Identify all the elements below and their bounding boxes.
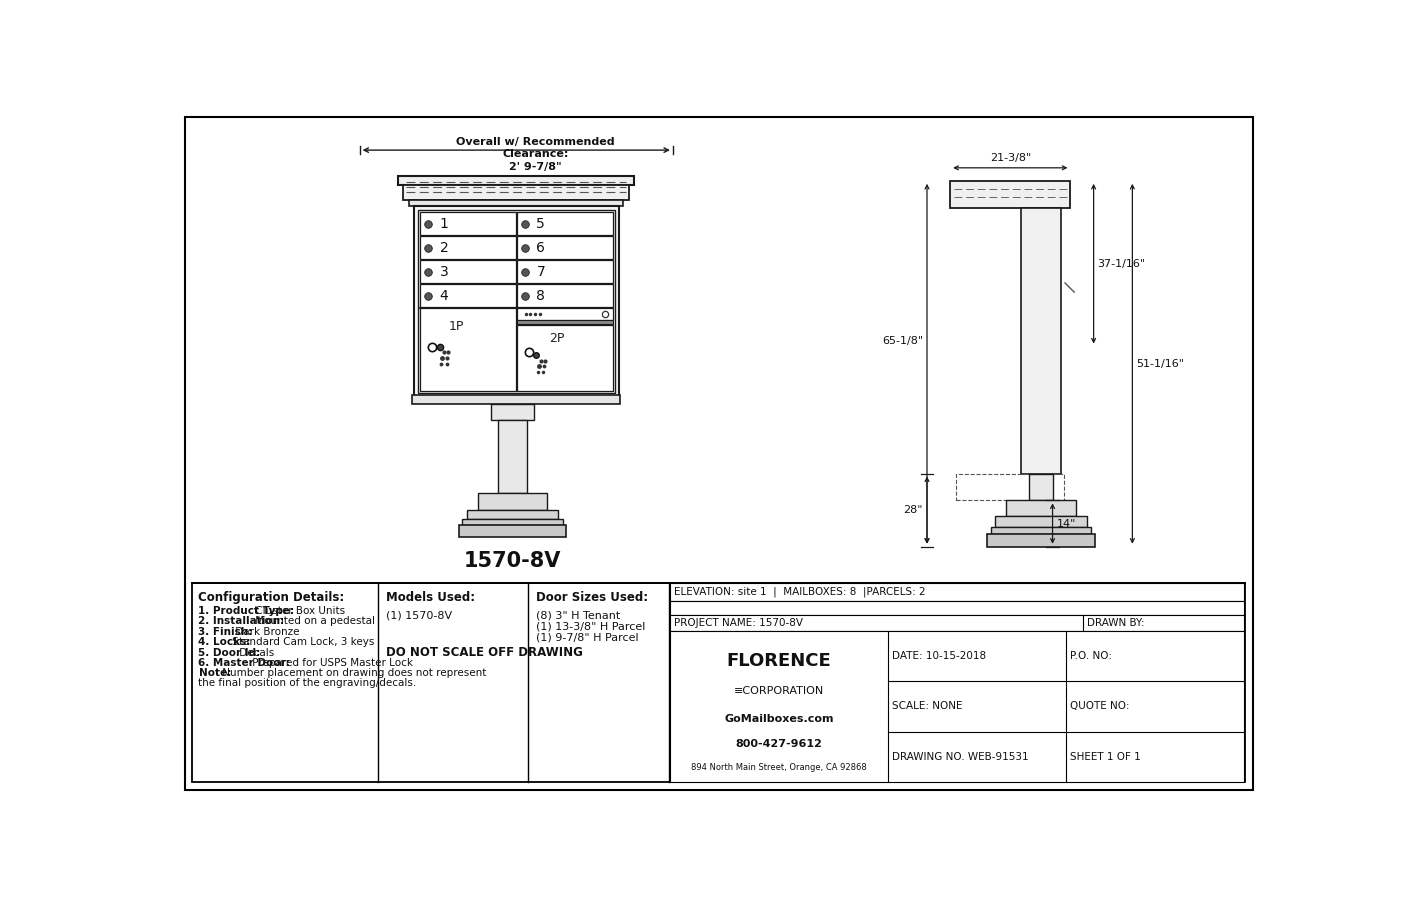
- Text: 5. Door Id:: 5. Door Id:: [199, 647, 261, 657]
- Bar: [517, 325, 613, 392]
- Text: 7: 7: [537, 265, 545, 278]
- Text: SCALE: NONE: SCALE: NONE: [892, 701, 962, 711]
- Text: DRAWING NO. WEB-91531: DRAWING NO. WEB-91531: [892, 752, 1029, 762]
- Bar: [467, 510, 558, 519]
- Bar: [421, 309, 516, 392]
- Text: FLORENCE: FLORENCE: [726, 652, 831, 670]
- Bar: [517, 236, 613, 260]
- Text: the final position of the engraving/decals.: the final position of the engraving/deca…: [199, 678, 416, 689]
- Bar: [517, 320, 613, 324]
- Text: 65-1/8": 65-1/8": [882, 336, 923, 346]
- Text: Mounted on a pedestal: Mounted on a pedestal: [252, 616, 376, 626]
- Bar: [421, 212, 516, 235]
- Text: Models Used:: Models Used:: [386, 591, 475, 603]
- Text: Prepared for USPS Master Lock: Prepared for USPS Master Lock: [250, 658, 414, 668]
- Bar: [517, 260, 613, 283]
- Text: 2P: 2P: [548, 332, 564, 345]
- Bar: [995, 515, 1087, 526]
- Text: 5: 5: [537, 216, 545, 231]
- Text: Configuration Details:: Configuration Details:: [199, 591, 345, 603]
- Text: 1. Product Type:: 1. Product Type:: [199, 606, 294, 616]
- Bar: [421, 236, 516, 260]
- Bar: [1021, 207, 1061, 473]
- Bar: [412, 395, 620, 404]
- Text: 894 North Main Street, Orange, CA 92868: 894 North Main Street, Orange, CA 92868: [691, 762, 866, 771]
- Text: DO NOT SCALE OFF DRAWING: DO NOT SCALE OFF DRAWING: [386, 646, 583, 659]
- Text: Note:: Note:: [199, 668, 231, 678]
- Text: DRAWN BY:: DRAWN BY:: [1087, 618, 1144, 628]
- Text: GoMailboxes.com: GoMailboxes.com: [723, 714, 834, 724]
- Text: Overall w/ Recommended: Overall w/ Recommended: [456, 137, 615, 147]
- Text: 51-1/16": 51-1/16": [1136, 359, 1185, 369]
- Bar: [956, 473, 1064, 500]
- Bar: [458, 525, 566, 537]
- Text: ≡CORPORATION: ≡CORPORATION: [733, 686, 824, 696]
- Text: 28": 28": [904, 505, 923, 515]
- Text: 6: 6: [537, 241, 545, 255]
- Text: Door Sizes Used:: Door Sizes Used:: [536, 591, 648, 603]
- Text: 6. Master Door:: 6. Master Door:: [199, 658, 290, 668]
- Bar: [670, 583, 1244, 602]
- Bar: [398, 175, 634, 185]
- Bar: [987, 534, 1095, 547]
- Text: P.O. NO:: P.O. NO:: [1070, 651, 1112, 661]
- Text: 1P: 1P: [449, 320, 464, 332]
- Text: 4: 4: [439, 288, 449, 303]
- Text: Number placement on drawing does not represent: Number placement on drawing does not rep…: [219, 668, 486, 678]
- Bar: [491, 404, 534, 419]
- Text: Clearance:: Clearance:: [502, 149, 569, 159]
- Text: Decals: Decals: [236, 647, 273, 657]
- Bar: [418, 210, 614, 392]
- Text: (8) 3" H Tenant: (8) 3" H Tenant: [536, 611, 620, 621]
- Bar: [517, 284, 613, 307]
- Bar: [517, 308, 613, 320]
- Text: 3: 3: [439, 265, 449, 278]
- Text: 21-3/8": 21-3/8": [990, 154, 1030, 163]
- Text: PROJECT NAME: 1570-8V: PROJECT NAME: 1570-8V: [673, 618, 802, 628]
- Text: 8: 8: [537, 288, 545, 303]
- Bar: [670, 602, 1244, 615]
- Bar: [409, 200, 624, 207]
- Bar: [517, 212, 613, 235]
- Bar: [1029, 473, 1053, 500]
- Bar: [670, 630, 1244, 782]
- Text: Dark Bronze: Dark Bronze: [233, 627, 300, 637]
- Bar: [414, 207, 618, 397]
- Bar: [498, 419, 527, 493]
- Bar: [951, 180, 1070, 207]
- Text: 1570-8V: 1570-8V: [464, 551, 561, 571]
- Bar: [991, 526, 1091, 534]
- Bar: [192, 583, 1245, 782]
- Text: 2: 2: [439, 241, 449, 255]
- Text: 37-1/16": 37-1/16": [1098, 259, 1145, 269]
- Text: 800-427-9612: 800-427-9612: [736, 739, 822, 749]
- Bar: [463, 519, 562, 525]
- Text: 2' 9-7/8": 2' 9-7/8": [509, 162, 562, 172]
- Bar: [404, 185, 629, 200]
- Text: (1) 13-3/8" H Parcel: (1) 13-3/8" H Parcel: [536, 621, 645, 631]
- Bar: [421, 284, 516, 307]
- Text: DATE: 10-15-2018: DATE: 10-15-2018: [892, 651, 986, 661]
- Text: QUOTE NO:: QUOTE NO:: [1070, 701, 1130, 711]
- Bar: [421, 260, 516, 283]
- Text: ELEVATION: site 1  |  MAILBOXES: 8  |PARCELS: 2: ELEVATION: site 1 | MAILBOXES: 8 |PARCEL…: [674, 586, 925, 597]
- Text: (1) 1570-8V: (1) 1570-8V: [386, 611, 453, 621]
- Text: 14": 14": [1057, 518, 1075, 529]
- Text: 2. Installation:: 2. Installation:: [199, 616, 285, 626]
- Bar: [670, 615, 1244, 630]
- Text: 3. Finish:: 3. Finish:: [199, 627, 252, 637]
- Text: 1: 1: [439, 216, 449, 231]
- Text: Cluster Box Units: Cluster Box Units: [252, 606, 345, 616]
- Bar: [1007, 500, 1075, 515]
- Text: (1) 9-7/8" H Parcel: (1) 9-7/8" H Parcel: [536, 632, 638, 642]
- Text: 4. Locks:: 4. Locks:: [199, 638, 251, 647]
- Text: SHEET 1 OF 1: SHEET 1 OF 1: [1070, 752, 1141, 762]
- Bar: [478, 493, 547, 510]
- Text: Standard Cam Lock, 3 keys: Standard Cam Lock, 3 keys: [229, 638, 374, 647]
